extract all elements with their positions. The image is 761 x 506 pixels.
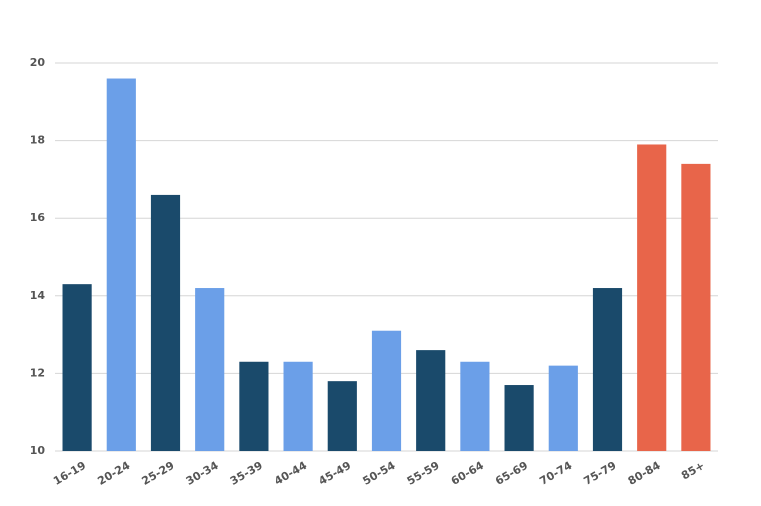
x-tick-label: 20-24	[95, 459, 132, 488]
y-tick-label: 18	[30, 134, 45, 147]
x-tick-label: 25-29	[140, 459, 177, 488]
x-tick-label: 85+	[679, 459, 707, 483]
y-tick-label: 16	[30, 211, 46, 224]
x-tick-label: 50-54	[361, 459, 398, 488]
bar	[106, 78, 136, 452]
x-tick-label: 45-49	[316, 459, 353, 488]
x-tick-label: 55-59	[405, 459, 442, 488]
bar	[327, 381, 357, 451]
x-tick-label: 30-34	[184, 459, 221, 488]
bar	[371, 330, 402, 451]
x-tick-label: 16-19	[51, 459, 88, 488]
x-tick-label: 35-39	[228, 459, 265, 488]
y-tick-label: 14	[30, 289, 46, 302]
bar	[239, 361, 269, 451]
bar	[283, 361, 313, 451]
x-tick-label: 70-74	[537, 459, 574, 488]
bar	[416, 350, 446, 451]
bar	[548, 365, 578, 451]
bar	[62, 284, 92, 451]
bar	[460, 361, 490, 451]
y-tick-label: 20	[30, 56, 46, 69]
x-tick-label: 60-64	[449, 459, 486, 488]
x-tick-label: 75-79	[582, 459, 619, 488]
x-tick-label: 80-84	[626, 459, 663, 488]
bar	[681, 163, 711, 451]
bar	[637, 144, 667, 452]
y-tick-label: 12	[30, 366, 45, 379]
bar	[195, 288, 225, 451]
bar	[150, 194, 181, 452]
x-tick-label: 40-44	[272, 459, 309, 488]
bar	[504, 385, 534, 451]
bar	[592, 288, 623, 451]
x-tick-label: 65-69	[493, 459, 530, 488]
y-tick-label: 10	[30, 444, 46, 457]
